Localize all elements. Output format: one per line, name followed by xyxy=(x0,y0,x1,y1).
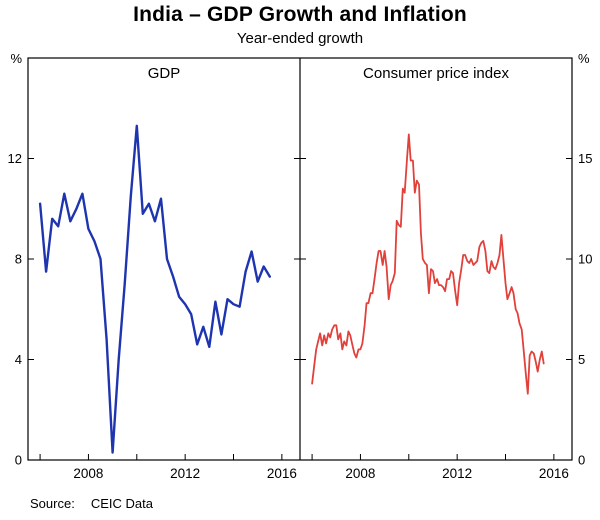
y-tick-label: 5 xyxy=(578,352,585,367)
y-tick-label: 0 xyxy=(578,453,585,468)
x-tick-label: 2008 xyxy=(345,466,375,481)
x-tick-label: 2016 xyxy=(267,466,297,481)
panel-cpi: 0 5 10 15% 2008 2012 2016 Consumer price index xyxy=(300,51,592,481)
y-tick-label: 8 xyxy=(15,252,22,267)
x-tick-label: 2016 xyxy=(539,466,569,481)
chart-title: India – GDP Growth and Inflation xyxy=(133,3,467,26)
panel-title: Consumer price index xyxy=(363,65,509,82)
y-tick-label: 12 xyxy=(8,151,22,166)
y-tick-label: 0 xyxy=(15,453,22,468)
x-tick-label: 2008 xyxy=(73,466,103,481)
y-tick-label: 15 xyxy=(578,151,592,166)
axis-unit-label: % xyxy=(578,51,590,66)
axis-unit-label: % xyxy=(10,51,22,66)
source-note: Source: CEIC Data xyxy=(30,496,153,511)
panel-title: GDP xyxy=(148,65,181,82)
y-tick-label: 4 xyxy=(15,352,22,367)
x-tick-label: 2012 xyxy=(442,466,472,481)
cpi-line xyxy=(311,133,545,395)
source-value: CEIC Data xyxy=(90,496,153,511)
source-label: Source: xyxy=(30,496,75,511)
chart-plot-area: 0 4 8 12% 2008 2012 2016 GDP 0 5 10 15% 2008 2012 2016… xyxy=(8,51,593,481)
chart-subtitle: Year-ended growth xyxy=(236,30,364,47)
gdp-line xyxy=(38,124,271,454)
panel-gdp: 0 4 8 12% 2008 2012 2016 GDP xyxy=(8,51,300,481)
x-tick-label: 2012 xyxy=(170,466,200,481)
y-tick-label: 10 xyxy=(578,252,592,267)
